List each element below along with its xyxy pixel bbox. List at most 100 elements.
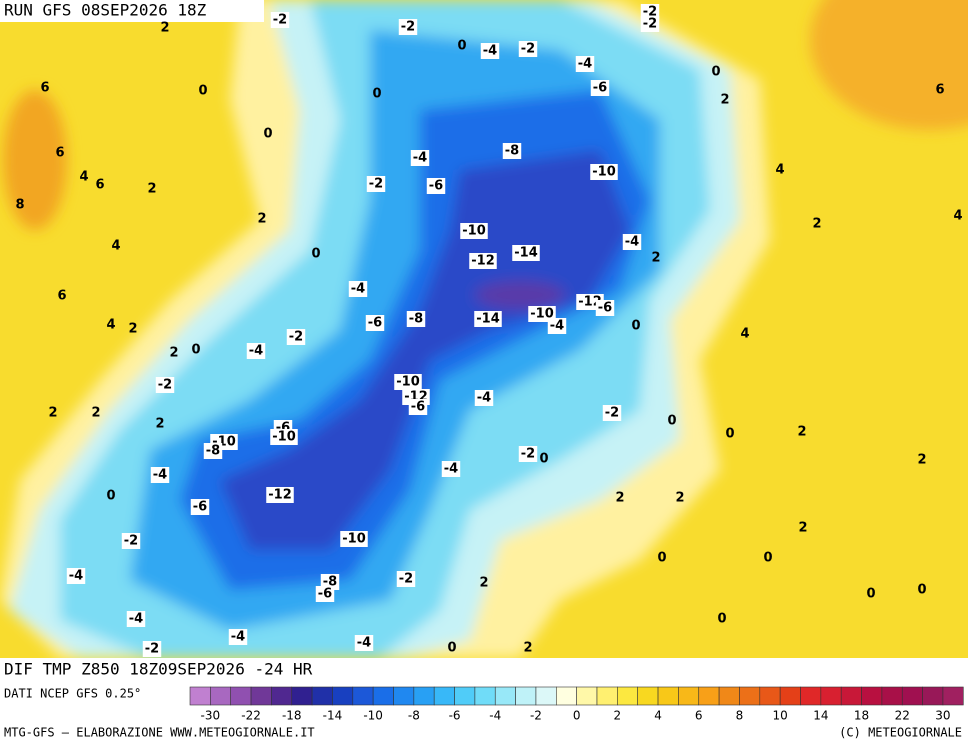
contour-label: 2 (651, 251, 660, 266)
contour-label: 0 (311, 247, 320, 262)
contour-label: 2 (479, 576, 488, 591)
contour-label: -2 (643, 17, 657, 32)
contour-label-box (155, 377, 175, 393)
contour-label-box (512, 245, 540, 261)
contour-label: -4 (625, 235, 639, 250)
contour-label: -4 (413, 151, 427, 166)
colorbar-label: -6 (449, 709, 461, 723)
contour-label-box (602, 405, 622, 421)
contour-label: 0 (711, 65, 720, 80)
contour-label: -6 (193, 500, 207, 515)
contour-label: 2 (128, 322, 137, 337)
footer-left: MTG-GFS — ELABORAZIONE WWW.METEOGIORNALE… (4, 726, 315, 740)
contour-label: -10 (396, 375, 420, 390)
field-title: DIF TMP Z850 18Z09SEP2026 -24 HR (4, 660, 313, 679)
color-swatch (617, 686, 638, 706)
colorbar-label: 10 (773, 709, 788, 723)
contour-label-box (394, 374, 422, 390)
contour-label-box (474, 390, 494, 406)
contour-label-box (315, 586, 335, 602)
contour-label-box (441, 461, 461, 477)
color-swatch (535, 686, 557, 706)
source-label: DATI NCEP GFS 0.25° (4, 687, 141, 701)
colorbar-label: 18 (854, 709, 869, 723)
contour-label-box (126, 611, 146, 627)
contour-label: 6 (935, 83, 944, 98)
color-swatch (657, 686, 679, 706)
contour-label-box (228, 629, 248, 645)
contour-label: -6 (598, 301, 612, 316)
contour-label: -4 (483, 44, 497, 59)
contour-label: 0 (631, 319, 640, 334)
contour-label-box (270, 429, 298, 445)
colorbar-label: 14 (813, 709, 828, 723)
color-swatch (739, 686, 761, 706)
contour-label: -14 (514, 246, 538, 261)
contour-label: 2 (675, 491, 684, 506)
contour-label: 2 (169, 346, 178, 361)
contour-label: 4 (79, 170, 88, 185)
contour-label: -2 (521, 42, 535, 57)
color-swatch (413, 686, 435, 706)
contour-label-box (246, 343, 266, 359)
map-field (0, 0, 968, 658)
contour-label-box (398, 19, 418, 35)
contour-label: 0 (725, 427, 734, 442)
contour-label-box (366, 176, 386, 192)
contour-label: -10 (462, 224, 486, 239)
title-box (0, 0, 264, 22)
color-swatch (820, 686, 842, 706)
contour-label: 4 (106, 318, 115, 333)
contour-label: 6 (40, 81, 49, 96)
footer-right: (C) METEOGIORNALE (839, 726, 962, 740)
color-swatch (718, 686, 740, 706)
contour-label-box (266, 487, 294, 503)
contour-label-box (66, 568, 86, 584)
contour-label: -4 (357, 636, 371, 651)
colorbar-label: -18 (282, 709, 302, 723)
contour-label: -2 (643, 5, 657, 20)
contour-label-box (426, 178, 446, 194)
contour-label: 0 (198, 84, 207, 99)
color-swatch (698, 686, 720, 706)
contour-label: 2 (797, 425, 806, 440)
color-swatch (230, 686, 252, 706)
contour-label: -4 (444, 462, 458, 477)
contour-label: 0 (457, 39, 466, 54)
colorbar-label: 6 (695, 709, 703, 723)
contour-label: 2 (257, 212, 266, 227)
contour-label: 0 (667, 414, 676, 429)
contour-label-box (406, 311, 426, 327)
contour-label-box (469, 253, 497, 269)
colorbar-label: 4 (654, 709, 662, 723)
colorbar-label: -30 (201, 709, 221, 723)
contour-label-box (547, 318, 567, 334)
contour-label: -10 (272, 430, 296, 445)
color-swatch (210, 686, 232, 706)
color-swatch (474, 686, 496, 706)
contour-label: 4 (111, 239, 120, 254)
color-swatch (271, 686, 293, 706)
contour-label-box (408, 399, 428, 415)
contour-label: -10 (530, 307, 554, 322)
contour-label: 0 (763, 551, 772, 566)
contour-label: -12 (471, 254, 495, 269)
contour-label: -6 (593, 81, 607, 96)
contour-label: 6 (95, 178, 104, 193)
contour-label: 2 (720, 93, 729, 108)
contour-label-box (142, 641, 162, 657)
contour-label-box (121, 533, 141, 549)
contour-label-box (622, 234, 642, 250)
contour-label: 6 (55, 146, 64, 161)
contour-label-box (354, 635, 374, 651)
contour-label: 0 (447, 641, 456, 656)
contour-label: 8 (15, 198, 24, 213)
colorbar-label: 8 (736, 709, 744, 723)
run-title: RUN GFS 08SEP2026 18Z (4, 1, 207, 20)
contour-label: 4 (740, 327, 749, 342)
contour-label: -4 (129, 612, 143, 627)
colorbar-label: 30 (935, 709, 950, 723)
color-swatch (922, 686, 944, 706)
contour-label: 0 (717, 612, 726, 627)
contour-label-box (640, 16, 660, 32)
